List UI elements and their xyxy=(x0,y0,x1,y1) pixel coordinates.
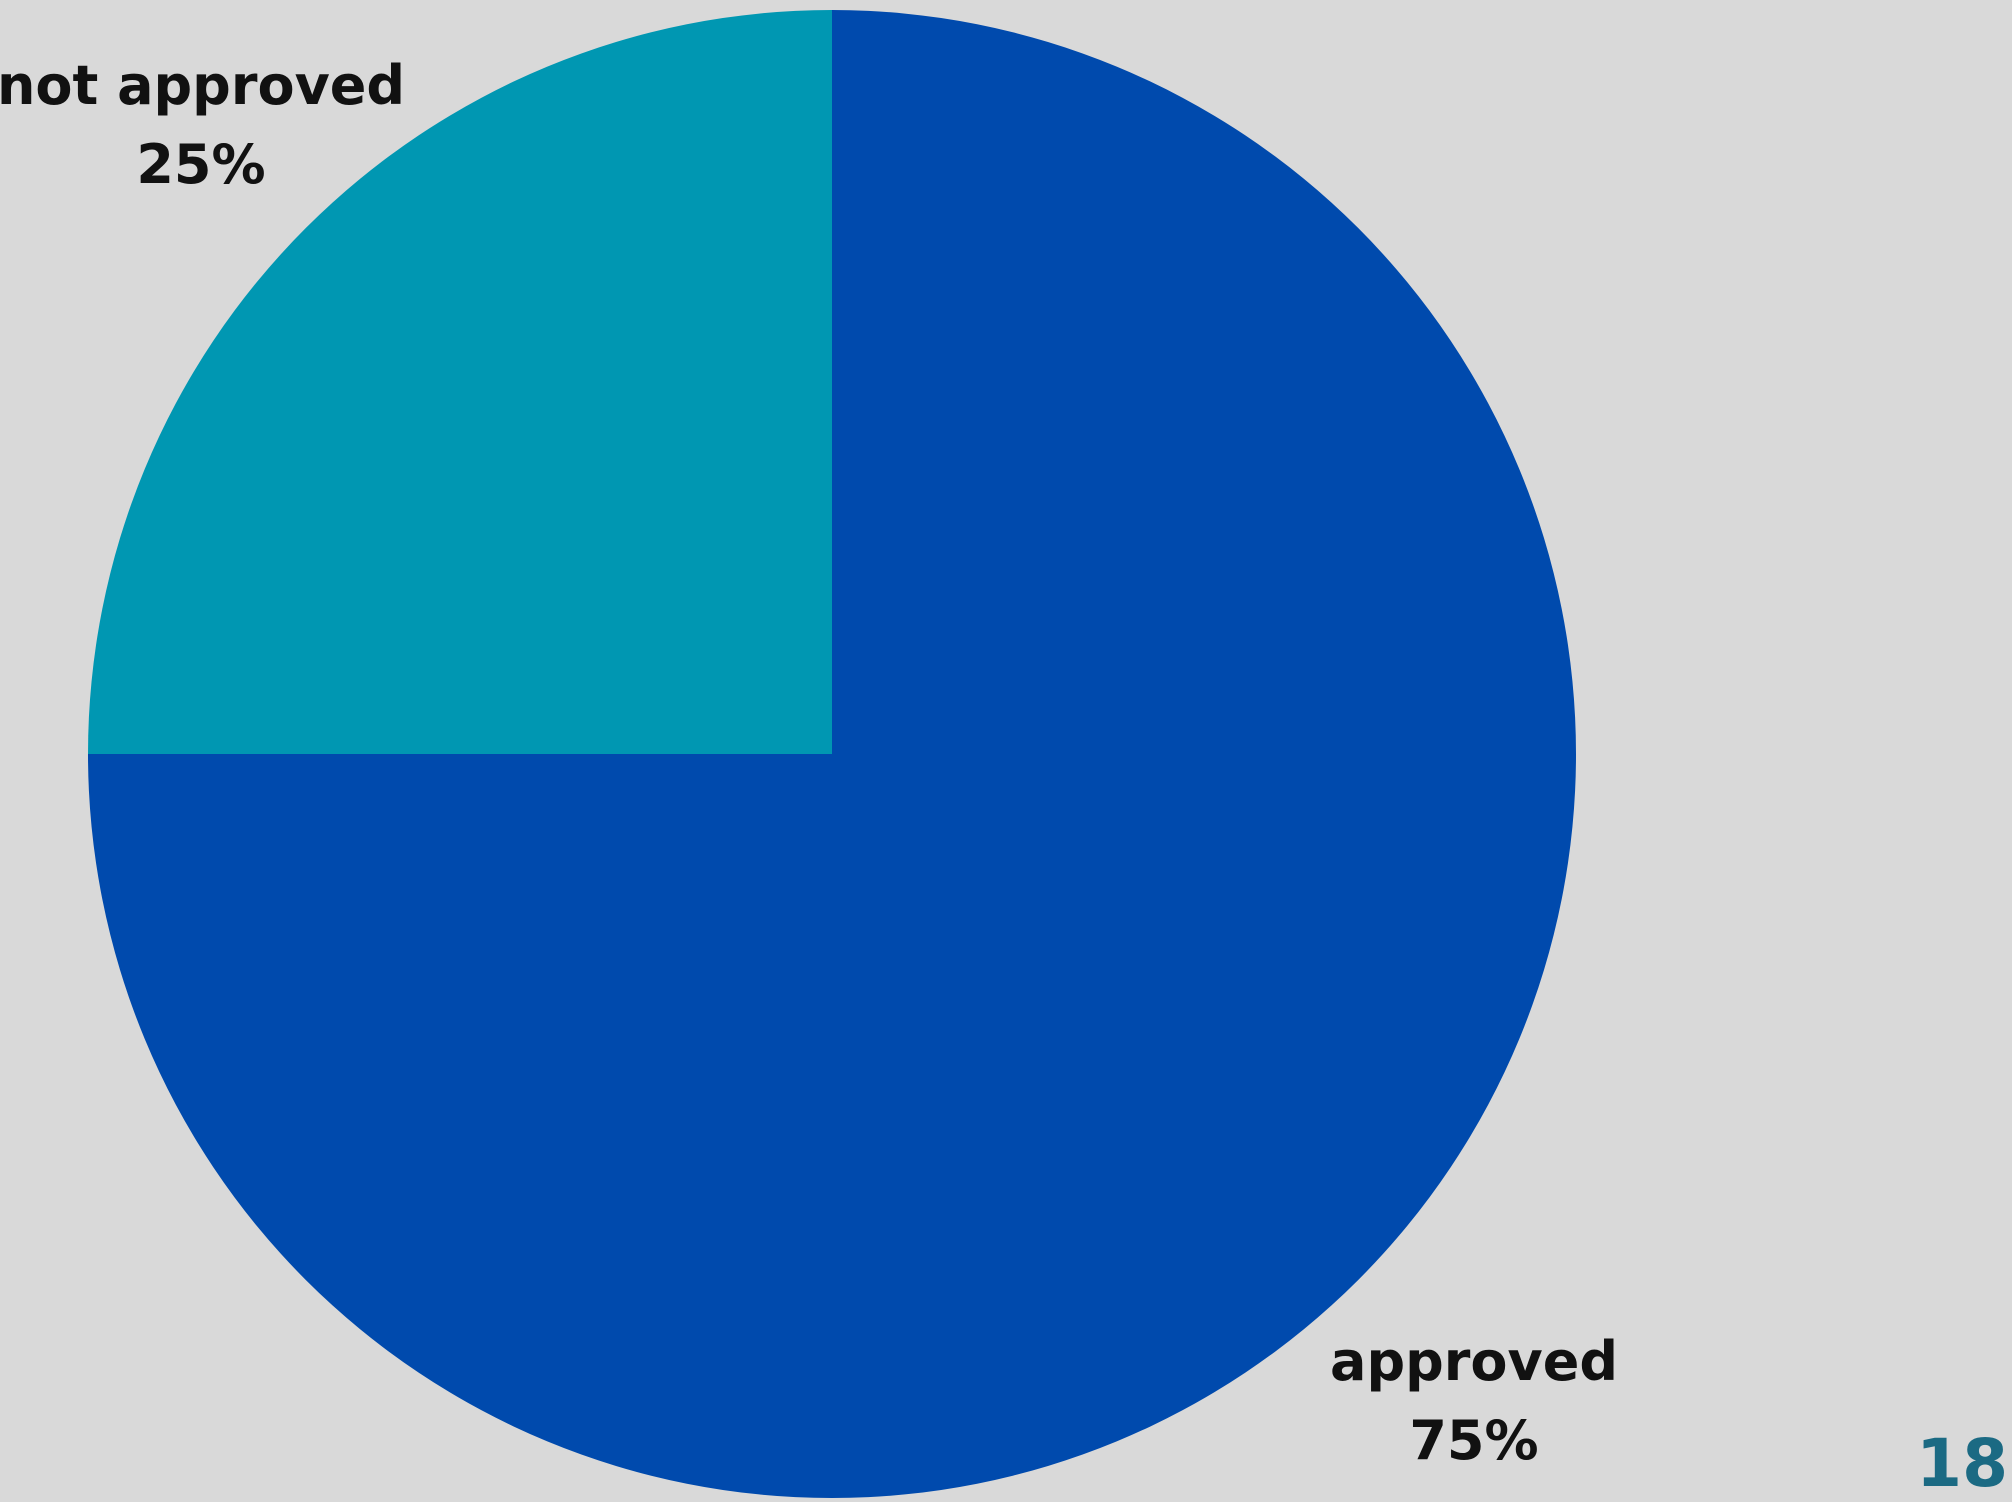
slice-label-approved: approved 75% xyxy=(1330,1330,1618,1472)
page-number: 18 xyxy=(1916,1425,2008,1502)
slice-label-not-approved: not approved 25% xyxy=(0,54,405,196)
pie-slice-not-approved xyxy=(88,10,832,754)
